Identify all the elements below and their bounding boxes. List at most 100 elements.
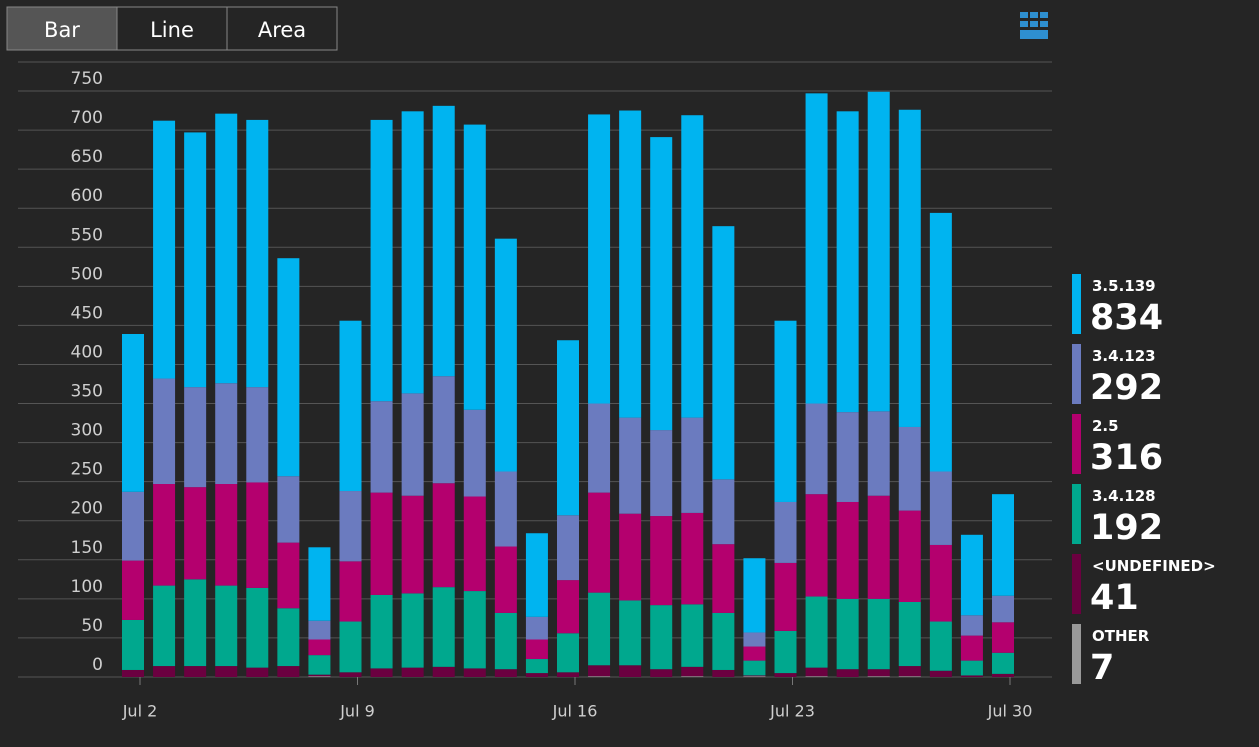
bar-segment bbox=[370, 668, 393, 677]
bar-segment bbox=[277, 608, 300, 667]
bar-segment bbox=[463, 496, 486, 592]
bar-segment bbox=[432, 483, 455, 588]
legend-value: 834 bbox=[1090, 298, 1163, 338]
bar-segment bbox=[743, 675, 766, 677]
bar-segment bbox=[339, 621, 362, 673]
bar-segment bbox=[153, 484, 176, 586]
bar-segment bbox=[867, 495, 890, 599]
bar-segment bbox=[122, 619, 144, 670]
bar-segment bbox=[867, 91, 890, 412]
bar-segment bbox=[432, 376, 455, 484]
bar-segment bbox=[308, 674, 331, 677]
bar-segment bbox=[588, 114, 611, 404]
bar-segment bbox=[650, 430, 673, 517]
button-label: Bar bbox=[44, 18, 80, 42]
bar-segment bbox=[960, 534, 983, 616]
legend-value: 41 bbox=[1090, 578, 1139, 618]
bar-segment bbox=[122, 669, 144, 677]
bar-segment bbox=[184, 487, 207, 580]
bar-segment bbox=[215, 484, 238, 586]
y-tick-label: 650 bbox=[71, 147, 103, 167]
bar-segment bbox=[370, 492, 393, 595]
bar-segment bbox=[557, 672, 579, 677]
bar-segment bbox=[588, 665, 611, 677]
bar-segment bbox=[960, 635, 983, 661]
bar-segment bbox=[215, 585, 238, 667]
legend-value: 7 bbox=[1090, 648, 1114, 688]
x-tick-label: Jul 16 bbox=[552, 702, 598, 721]
bar-segment bbox=[401, 393, 424, 496]
legend-name: 3.4.128 bbox=[1092, 487, 1156, 505]
bar-segment bbox=[246, 387, 269, 483]
bar-segment bbox=[122, 560, 144, 620]
bar-segment bbox=[712, 669, 735, 677]
x-tick-label: Jul 9 bbox=[339, 702, 375, 721]
bar-segment bbox=[370, 119, 393, 402]
bar-segment bbox=[339, 672, 362, 677]
legend-toggle-icon[interactable] bbox=[1020, 12, 1048, 39]
bar-segment bbox=[494, 238, 517, 472]
bar-segment bbox=[277, 666, 300, 677]
y-tick-label: 450 bbox=[71, 303, 103, 323]
bar-segment bbox=[401, 495, 424, 594]
bar-segment bbox=[339, 320, 362, 492]
bar-segment bbox=[743, 632, 766, 647]
bar-segment bbox=[557, 633, 579, 673]
bar-segment bbox=[681, 604, 704, 667]
bar-segment bbox=[308, 547, 331, 621]
y-tick-label: 0 bbox=[92, 655, 103, 675]
legend-value: 316 bbox=[1090, 438, 1163, 478]
button-bar[interactable] bbox=[6, 6, 118, 51]
y-tick-label: 550 bbox=[71, 225, 103, 245]
legend-name: 3.4.123 bbox=[1092, 347, 1156, 365]
bar-segment bbox=[712, 612, 735, 670]
bar-segment bbox=[836, 669, 859, 677]
bar-segment bbox=[215, 383, 238, 485]
bar-segment bbox=[898, 676, 921, 677]
bar-segment bbox=[681, 512, 704, 605]
bar-segment bbox=[650, 516, 673, 606]
bar-segment bbox=[867, 676, 890, 677]
bar-segment bbox=[308, 655, 331, 675]
bar-segment bbox=[494, 612, 517, 670]
bar-segment bbox=[929, 471, 952, 545]
legend-swatch bbox=[1072, 554, 1081, 614]
button-line[interactable] bbox=[116, 6, 228, 51]
y-tick-label: 200 bbox=[71, 499, 103, 519]
x-tick-label: Jul 2 bbox=[122, 702, 158, 721]
bar-segment bbox=[992, 673, 1014, 677]
bar-segment bbox=[992, 494, 1014, 596]
bar-segment bbox=[650, 137, 673, 431]
bar-segment bbox=[153, 585, 176, 667]
legend-name: 2.5 bbox=[1092, 417, 1119, 435]
bar-segment bbox=[557, 515, 579, 581]
bar-segment bbox=[246, 482, 269, 588]
bar-segment bbox=[619, 110, 642, 418]
y-tick-label: 600 bbox=[71, 186, 103, 206]
bar-segment bbox=[401, 593, 424, 668]
bar-segment bbox=[432, 666, 455, 677]
bar-segment bbox=[712, 544, 735, 613]
bar-segment bbox=[805, 596, 828, 668]
bar-segment bbox=[432, 105, 455, 377]
bar-segment bbox=[898, 666, 921, 677]
bar-segment bbox=[898, 601, 921, 667]
legend-swatch bbox=[1072, 274, 1081, 334]
button-label: Line bbox=[150, 18, 194, 42]
bar-segment bbox=[929, 544, 952, 622]
bar-segment bbox=[246, 119, 269, 388]
bar-segment bbox=[525, 673, 548, 677]
bar-segment bbox=[743, 676, 766, 677]
legend-value: 192 bbox=[1090, 508, 1163, 548]
bar-segment bbox=[432, 587, 455, 667]
button-label: Area bbox=[258, 18, 306, 42]
bar-segment bbox=[650, 669, 673, 677]
button-area[interactable] bbox=[226, 6, 338, 51]
bar-segment bbox=[992, 652, 1014, 674]
bar-segment bbox=[836, 501, 859, 599]
bar-segment bbox=[805, 494, 828, 597]
bar-segment bbox=[215, 666, 238, 677]
legend-value: 292 bbox=[1090, 368, 1163, 408]
bar-segment bbox=[463, 591, 486, 669]
